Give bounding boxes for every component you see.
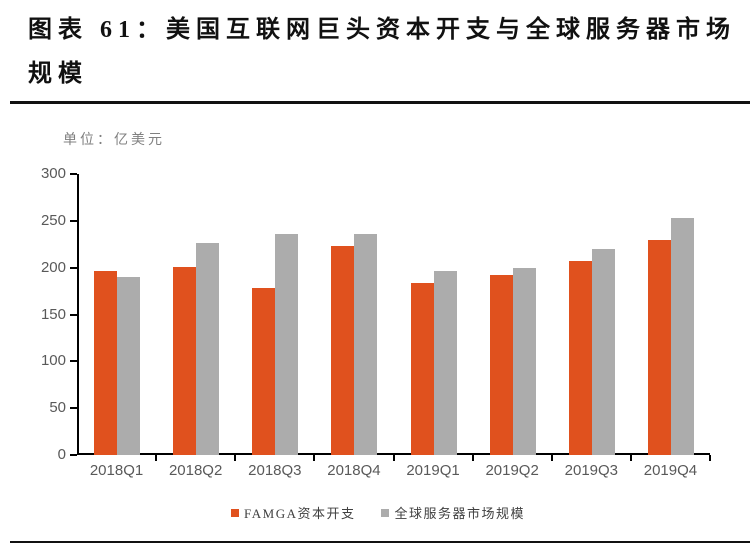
bar-server-market [512,267,536,455]
figure-title: 图表 61：美国互联网巨头资本开支与全球服务器市场 规模 [28,8,748,96]
bar-famga-capex [489,275,513,455]
figure-title-line2: 规模 [28,61,88,87]
legend-item-famga-capex: FAMGA资本开支 [230,503,356,522]
bar-famga-capex [331,246,355,455]
x-axis-tick-label: 2018Q1 [89,462,144,479]
y-axis-tick-label: 50 [49,399,66,417]
x-axis-tick-label: 2019Q3 [564,462,619,479]
x-axis-tick-label: 2018Q3 [248,462,302,479]
plot-area [77,174,710,455]
y-axis-tick [70,360,77,363]
server-market-swatch-icon [381,508,390,517]
bottom-divider [10,541,750,543]
y-axis-tick-label: 250 [40,211,66,229]
famga-capex-swatch-icon [230,508,239,517]
y-axis-tick [70,173,77,175]
x-axis-tick-label: 2018Q2 [168,462,223,479]
bar-famga-capex [173,266,197,455]
y-axis-tick-label: 300 [40,165,66,182]
title-divider [10,101,750,104]
y-axis-tick-label: 0 [57,446,66,463]
y-axis-tick [70,266,77,269]
y-axis-tick-label: 200 [40,258,66,276]
bar-server-market [670,218,694,455]
bar-server-market [354,233,378,455]
legend-label-server-market: 全球服务器市场规模 [394,506,525,521]
bar-famga-capex [647,239,671,455]
x-axis-tick [550,455,553,461]
bar-server-market [196,243,220,455]
x-axis-tick [313,455,316,461]
bar-famga-capex [94,270,117,455]
x-axis-tick [471,455,474,461]
bar-server-market [433,270,457,455]
bar-famga-capex [568,261,592,455]
y-axis-tick [70,219,77,222]
bar-server-market [117,277,140,455]
x-axis-tick-label: 2018Q4 [327,462,381,479]
x-axis-tick [155,455,158,461]
y-axis-tick [70,313,77,316]
figure-title-line1: 图表 61：美国互联网巨头资本开支与全球服务器市场 [28,17,736,43]
chart-legend: FAMGA资本开支 全球服务器市场规模 [0,503,756,522]
bar-famga-capex [410,282,434,455]
bar-famga-capex [252,288,276,455]
x-axis-tick [392,455,395,461]
legend-item-server-market: 全球服务器市场规模 [381,503,525,522]
legend-label-famga-capex: FAMGA资本开支 [243,506,356,521]
x-axis-tick [234,455,237,461]
bar-server-market [591,248,615,455]
x-axis-tick-label: 2019Q2 [485,462,539,479]
y-axis-tick [70,454,77,456]
y-axis-tick-label: 150 [40,305,66,323]
y-axis-tick-label: 100 [40,352,66,370]
x-axis-tick [709,455,711,461]
y-axis-tick [70,407,77,410]
bar-server-market [275,233,299,455]
unit-label: 单位：亿美元 [63,133,165,148]
x-axis-tick [629,455,632,461]
x-axis-tick-label: 2019Q4 [643,462,698,479]
x-axis-tick-label: 2019Q1 [406,462,460,479]
